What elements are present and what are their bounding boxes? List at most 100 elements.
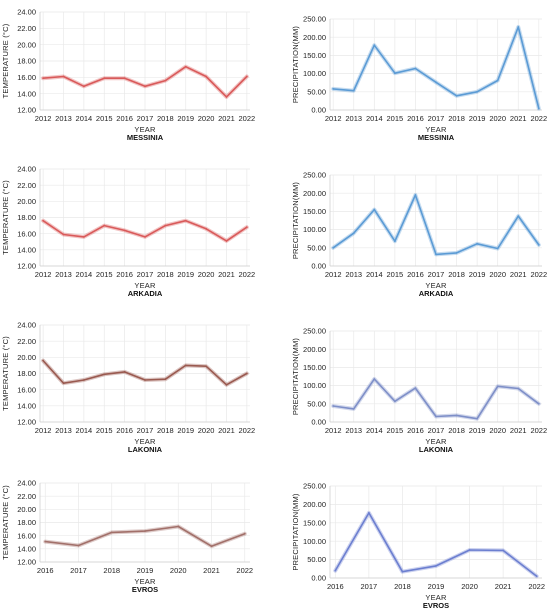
data-point [496, 247, 499, 250]
data-point [414, 387, 417, 390]
x-tick-label: 2013 [55, 270, 72, 279]
data-point [334, 569, 337, 572]
x-tick-label: 2021 [510, 270, 527, 279]
x-tick-label: 2012 [35, 426, 52, 435]
data-point [435, 564, 437, 567]
y-tick-label: 14.00 [17, 89, 36, 98]
data-point [393, 240, 396, 243]
x-tick-label: 2019 [177, 114, 194, 123]
data-point [245, 226, 248, 229]
y-axis-title: PRECIPITATION(MM) [291, 182, 300, 260]
x-tick-label: 2021 [510, 114, 527, 123]
y-tick-label: 24.00 [17, 8, 36, 17]
data-point [517, 26, 520, 28]
panel-title: ARKADIA [128, 289, 163, 298]
y-tick-label: 200.00 [303, 345, 326, 354]
data-point [243, 532, 246, 535]
x-tick-label: 2015 [387, 426, 404, 435]
y-axis-title: TEMPERATURE (°C) [1, 336, 10, 411]
x-tick-label: 2014 [366, 270, 383, 279]
x-tick-label: 2020 [461, 582, 478, 591]
x-axis-title: YEAR [134, 125, 156, 134]
x-tick-label: 2018 [157, 426, 174, 435]
y-tick-label: 18.00 [17, 57, 36, 66]
x-tick-label: 2013 [345, 426, 362, 435]
x-tick-label: 2022 [239, 426, 256, 435]
y-tick-label: 22.00 [17, 181, 36, 190]
y-tick-label: 150.00 [303, 363, 326, 372]
y-tick-label: 18.00 [17, 369, 36, 378]
x-tick-label: 2022 [239, 270, 256, 279]
data-point [537, 402, 540, 405]
x-tick-label: 2016 [37, 566, 54, 575]
y-tick-label: 250.00 [303, 171, 326, 180]
x-tick-label: 2019 [177, 426, 194, 435]
data-point [496, 385, 499, 388]
data-point [184, 65, 187, 68]
data-point [205, 75, 208, 78]
x-tick-label: 2019 [469, 270, 486, 279]
y-tick-label: 50.00 [307, 399, 326, 408]
data-point [42, 77, 45, 80]
x-tick-label: 2021 [218, 270, 235, 279]
data-point [123, 77, 126, 80]
x-tick-label: 2012 [35, 114, 52, 123]
x-tick-label: 2022 [530, 270, 547, 279]
x-axis-title: YEAR [425, 593, 447, 602]
x-tick-label: 2020 [198, 114, 215, 123]
data-point [496, 79, 499, 82]
data-point [82, 236, 85, 238]
data-point [184, 219, 187, 222]
x-tick-label: 2018 [157, 114, 174, 123]
x-tick-label: 2019 [428, 582, 445, 591]
data-point [62, 233, 65, 236]
x-axis-title: YEAR [134, 437, 156, 446]
data-point [42, 359, 45, 362]
data-point [373, 208, 376, 211]
x-tick-label: 2017 [137, 114, 154, 123]
x-tick-label: 2012 [325, 426, 342, 435]
x-tick-label: 2018 [157, 270, 174, 279]
data-point [393, 400, 396, 403]
x-tick-label: 2014 [76, 426, 93, 435]
data-point [82, 85, 85, 88]
x-tick-label: 2017 [137, 270, 154, 279]
data-point [332, 405, 335, 407]
x-tick-label: 2016 [116, 114, 133, 123]
y-tick-label: 150.00 [303, 51, 326, 60]
y-tick-label: 250.00 [303, 482, 326, 491]
chart-panel-7: 12.00 14.00 16.00 18.00 20.00 22.00 24.00 2016 2… [1, 479, 253, 594]
data-point [245, 372, 248, 375]
panel-title: LAKONIA [419, 445, 454, 454]
x-tick-label: 2015 [96, 114, 113, 123]
x-tick-label: 2014 [76, 114, 93, 123]
y-tick-label: 0.00 [311, 106, 326, 115]
x-tick-label: 2018 [394, 582, 411, 591]
x-tick-label: 2014 [76, 270, 93, 279]
y-tick-label: 100.00 [303, 537, 326, 546]
data-point [225, 96, 228, 98]
data-point [373, 44, 376, 47]
data-point [82, 379, 85, 381]
data-point [205, 365, 208, 368]
x-tick-label: 2015 [387, 114, 404, 123]
x-tick-label: 2019 [469, 426, 486, 435]
y-tick-label: 22.00 [17, 337, 36, 346]
y-tick-label: 16.00 [17, 385, 36, 394]
x-tick-label: 2021 [218, 114, 235, 123]
data-point [332, 87, 335, 90]
y-tick-label: 22.00 [17, 492, 36, 501]
x-tick-label: 2013 [345, 270, 362, 279]
x-tick-label: 2015 [96, 270, 113, 279]
data-point [225, 240, 228, 242]
y-tick-label: 14.00 [17, 544, 36, 553]
x-tick-label: 2012 [35, 270, 52, 279]
data-point [352, 89, 355, 92]
data-point [352, 407, 355, 410]
x-tick-label: 2016 [327, 582, 344, 591]
data-point [517, 387, 520, 390]
data-point [210, 545, 213, 548]
